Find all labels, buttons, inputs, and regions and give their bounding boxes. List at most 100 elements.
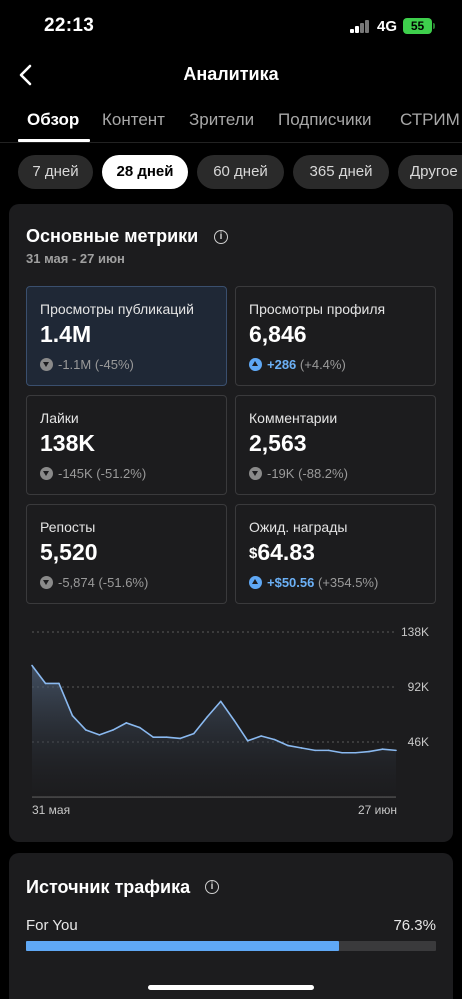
chart-area [32,665,396,797]
y-tick-label: 46K [408,735,429,749]
change-main: +286 [267,357,297,372]
tab-live[interactable]: СТРИМ [400,110,460,129]
series-line-segment [206,700,222,718]
series-line-segment [327,749,343,754]
arrow-down-icon [40,576,53,589]
metric-label: Ожид. награды [249,519,348,535]
series-line-segment [300,747,316,752]
back-button[interactable] [12,60,42,90]
home-indicator[interactable] [148,985,314,990]
series-line-segment [287,744,303,749]
metric-change: -1.1M (-45%) [40,357,134,372]
metric-change: +$50.56 (+354.5%) [249,575,378,590]
metric-profile-views[interactable]: Просмотры профиля 6,846 +286 (+4.4%) [235,286,436,386]
active-tab-indicator [18,139,90,142]
metric-value: $64.83 [249,539,315,566]
series-line-segment [246,735,262,742]
traffic-source-value: 76.3% [393,917,436,934]
series-line-segment [260,735,276,741]
series-line-segment [31,664,47,685]
metric-value: 138K [40,430,95,456]
metric-label: Лайки [40,410,79,426]
series-line-segment [139,726,155,739]
change-text: -145K (-51.2%) [58,466,147,481]
metric-change: +286 (+4.4%) [249,357,346,372]
metric-value: 6,846 [249,321,307,347]
series-line-segment [125,722,141,729]
arrow-down-icon [40,467,53,480]
arrow-down-icon [249,467,262,480]
metric-label: Репосты [40,519,96,535]
metric-shares[interactable]: Репосты 5,520 -5,874 (-51.6%) [26,504,227,604]
metric-value-number: 64.83 [257,539,315,565]
series-line-segment [368,748,384,753]
page-title: Аналитика [183,64,279,84]
series-line-segment [85,729,101,736]
tab-overview[interactable]: Обзор [27,110,80,129]
metric-change: -19K (-88.2%) [249,466,348,481]
header: Аналитика [0,50,462,100]
y-tick-label: 92K [408,680,429,694]
metric-expected-rewards[interactable]: Ожид. награды $64.83 +$50.56 (+354.5%) [235,504,436,604]
metric-value: 5,520 [40,539,98,565]
traffic-source-title: Источник трафика [26,877,191,897]
tab-followers[interactable]: Подписчики [278,110,372,129]
metric-label: Просмотры профиля [249,301,386,317]
arrow-up-icon [249,576,262,589]
chevron-left-icon [19,64,32,86]
currency-symbol: $ [249,545,258,562]
change-main: +$50.56 [267,575,315,590]
metric-value: 1.4M [40,321,92,347]
metric-change: -5,874 (-51.6%) [40,575,148,590]
period-365-days[interactable]: 365 дней [293,155,389,189]
change-text: -1.1M (-45%) [58,357,134,372]
series-line-segment [233,719,249,742]
tabs-divider [0,142,462,143]
series-line-segment [192,716,209,735]
x-start-label: 31 мая [32,803,70,817]
series-line-segment [273,738,289,747]
network-type: 4G [377,18,398,35]
metric-label: Комментарии [249,410,338,426]
change-text: -5,874 (-51.6%) [58,575,149,590]
metric-value: 2,563 [249,430,307,456]
key-metrics-title: Основные метрики [26,226,199,246]
change-pct: (+4.4%) [299,357,346,372]
signal-icon [350,20,370,33]
date-range: 31 мая - 27 июн [26,251,125,266]
period-7-days[interactable]: 7 дней [18,155,93,189]
series-line-segment [58,682,74,717]
metric-comments[interactable]: Комментарии 2,563 -19K (-88.2%) [235,395,436,495]
post-views-chart: 46K 92K 138K 31 мая 27 июн [31,625,429,817]
change-pct: (+354.5%) [317,575,379,590]
series-line-segment [71,714,87,731]
traffic-source-label: For You [26,917,78,934]
tab-viewers[interactable]: Зрители [189,110,255,129]
metric-likes[interactable]: Лайки 138K -145K (-51.2%) [26,395,227,495]
metric-label: Просмотры публикаций [40,301,194,317]
series-line-segment [112,722,128,731]
y-tick-label: 138K [401,625,429,639]
period-other[interactable]: Другое [398,155,462,189]
arrow-up-icon [249,358,262,371]
status-time: 22:13 [44,15,95,36]
tab-content[interactable]: Контент [102,110,165,129]
series-line-segment [354,750,370,754]
x-end-label: 27 июн [358,803,397,817]
info-icon[interactable]: i [205,880,219,894]
status-bar: 22:13 4G 55 [0,0,462,50]
info-icon[interactable]: i [214,230,228,244]
period-60-days[interactable]: 60 дней [197,155,284,189]
series-line-segment [219,700,236,722]
period-28-days[interactable]: 28 дней [102,155,188,189]
metric-post-views[interactable]: Просмотры публикаций 1.4M -1.1M (-45%) [26,286,227,386]
battery-tip [433,23,435,29]
metric-change: -145K (-51.2%) [40,466,146,481]
arrow-down-icon [40,358,53,371]
series-line-segment [98,729,114,736]
tab-bar: Обзор Контент Зрители Подписчики СТРИМ [0,100,462,142]
traffic-bar-fill [26,941,339,951]
traffic-bar-track [26,941,436,951]
battery-icon: 55 [403,18,432,34]
series-line-segment [166,736,182,740]
